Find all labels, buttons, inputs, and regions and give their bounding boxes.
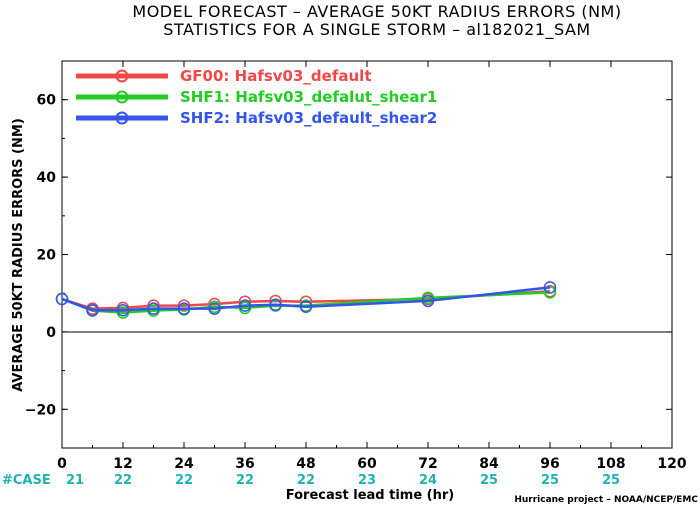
x-tick-label: 120 <box>657 456 686 472</box>
x-tick-label: 0 <box>57 456 67 472</box>
legend-marker <box>115 111 129 125</box>
x-tick-label: 84 <box>479 456 499 472</box>
data-point <box>147 302 160 315</box>
x-tick-label: 96 <box>540 456 559 472</box>
chart-title: MODEL FORECAST – AVERAGE 50KT RADIUS ERR… <box>132 2 621 21</box>
data-point <box>208 302 221 315</box>
legend-label: GF00: Hafsv03_default <box>180 67 371 85</box>
case-label: #CASE <box>2 473 51 488</box>
case-count: 23 <box>358 473 376 488</box>
data-point <box>299 300 313 313</box>
y-axis-label: AVERAGE 50KT RADIUS ERRORS (NM) <box>11 118 26 392</box>
data-point <box>269 298 282 312</box>
data-point <box>543 286 557 299</box>
y-ticks: 60 40 20 0 −20 <box>25 93 672 418</box>
data-point <box>177 299 191 312</box>
x-tick-label: 24 <box>174 456 194 472</box>
data-point <box>421 291 435 305</box>
legend-label: SHF2: Hafsv03_default_shear2 <box>180 109 437 127</box>
credit-text: Hurricane project – NOAA/NCEP/EMC <box>514 495 698 505</box>
chart-subtitle: STATISTICS FOR A SINGLE STORM – al182021… <box>163 20 590 40</box>
data-point <box>421 294 435 308</box>
case-count: 24 <box>419 473 437 488</box>
x-tick-label: 48 <box>296 456 315 472</box>
case-count: 25 <box>602 473 620 488</box>
data-point <box>177 302 191 315</box>
case-count: 21 <box>66 473 84 488</box>
y-tick-label: 40 <box>37 170 57 186</box>
data-point <box>55 292 69 306</box>
legend-label: SHF1: Hafsv03_defalut_shear1 <box>180 88 437 106</box>
y-tick-label: 20 <box>37 248 57 264</box>
x-tick-label: 60 <box>357 456 377 472</box>
x-ticks: 0 12 24 36 48 60 72 84 96 108 120 <box>57 61 687 472</box>
data-point <box>86 303 99 317</box>
data-point <box>116 303 130 317</box>
x-tick-label: 108 <box>596 456 625 472</box>
data-point <box>238 299 252 312</box>
x-tick-label: 36 <box>235 456 254 472</box>
x-tick-label: 72 <box>418 456 437 472</box>
y-tick-label: 60 <box>37 93 57 109</box>
series-line <box>61 286 551 312</box>
case-counts: 21 22 22 22 22 23 24 25 25 25 <box>66 473 620 488</box>
x-axis-label: Forecast lead time (hr) <box>286 488 454 503</box>
series-layer <box>55 281 557 319</box>
case-count: 25 <box>480 473 498 488</box>
y-tick-label: 0 <box>46 325 56 341</box>
case-count: 22 <box>175 473 193 488</box>
data-point <box>543 281 557 294</box>
series-line <box>61 290 551 310</box>
case-count: 22 <box>114 473 132 488</box>
case-count: 22 <box>236 473 254 488</box>
case-count: 22 <box>297 473 315 488</box>
case-count: 25 <box>541 473 559 488</box>
legend-marker <box>115 69 129 83</box>
y-tick-label: −20 <box>25 402 56 418</box>
legend-marker <box>115 90 129 104</box>
x-tick-label: 12 <box>113 456 132 472</box>
legend: GF00: Hafsv03_default SHF1: Hafsv03_defal… <box>76 67 437 127</box>
series-line <box>61 291 551 314</box>
